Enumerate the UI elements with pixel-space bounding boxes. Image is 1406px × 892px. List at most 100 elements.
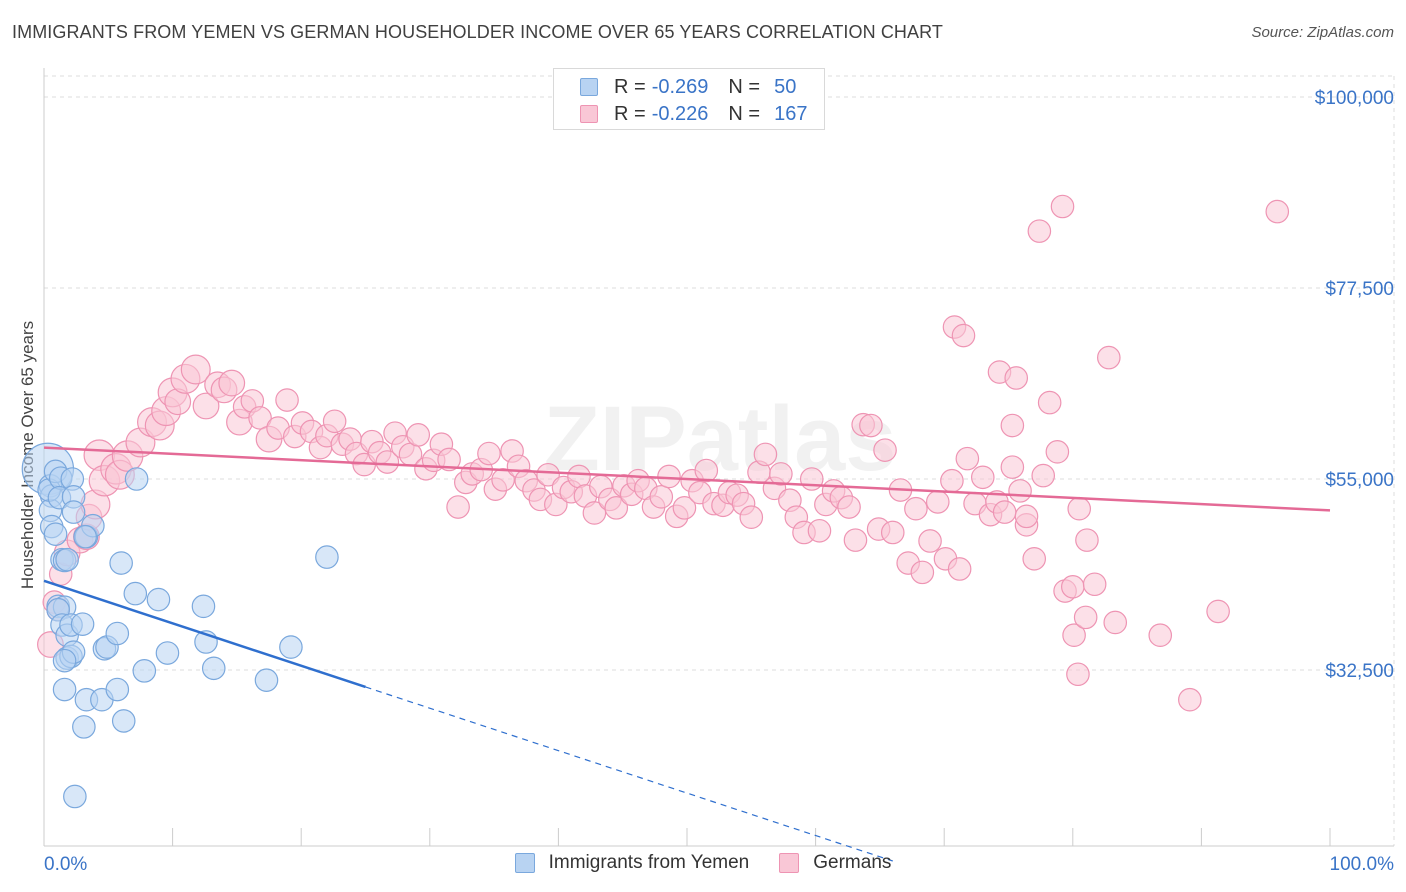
legend-label-yemen: Immigrants from Yemen bbox=[548, 852, 750, 873]
germans-point bbox=[1061, 575, 1085, 599]
germans-point bbox=[1004, 366, 1029, 390]
germans-point bbox=[1148, 623, 1173, 647]
legend-r-value: -0.269 bbox=[651, 75, 709, 98]
source-label: Source: ZipAtlas.com bbox=[1251, 24, 1394, 41]
yemen-point bbox=[124, 467, 149, 491]
y-tick-label: $55,000 bbox=[1325, 470, 1394, 491]
yemen-point bbox=[55, 547, 79, 572]
germans-point bbox=[859, 413, 883, 438]
germans-point bbox=[940, 468, 964, 493]
yemen-point bbox=[43, 522, 68, 546]
germans-point bbox=[604, 496, 629, 520]
germans-point bbox=[837, 495, 861, 519]
germans-point bbox=[582, 501, 607, 525]
germans-point bbox=[1000, 413, 1025, 438]
germans-point bbox=[1014, 504, 1039, 529]
germans-point bbox=[275, 388, 299, 412]
germans-point bbox=[218, 369, 246, 397]
yemen-point bbox=[70, 612, 95, 636]
germans-point bbox=[918, 529, 942, 553]
series-legend: Immigrants from Yemen Germans bbox=[0, 852, 1406, 874]
yemen-point bbox=[123, 581, 148, 606]
germans-point bbox=[375, 450, 400, 474]
germans-point bbox=[799, 467, 824, 491]
germans-point bbox=[1265, 199, 1290, 224]
germans-point bbox=[843, 528, 868, 552]
germans-point bbox=[739, 505, 764, 529]
germans-point bbox=[491, 468, 515, 492]
germans-point bbox=[1103, 610, 1128, 635]
germans-point bbox=[1073, 605, 1098, 630]
watermark: ZIPatlas bbox=[544, 388, 897, 490]
germans-point bbox=[1067, 496, 1092, 521]
legend-row-germans: R = -0.226 N = 167 bbox=[580, 102, 807, 126]
germans-point bbox=[925, 490, 950, 514]
germans-point bbox=[1037, 390, 1062, 415]
yemen-trend-extension bbox=[365, 686, 893, 862]
x-tick-label: 0.0% bbox=[44, 854, 87, 875]
legend-label-germans: Germans bbox=[813, 852, 892, 873]
germans-point bbox=[1097, 345, 1121, 370]
yemen-trend-line bbox=[43, 579, 366, 689]
yemen-point bbox=[52, 648, 77, 673]
germans-point bbox=[753, 442, 778, 467]
yemen-point bbox=[72, 715, 96, 739]
yemen-point bbox=[155, 641, 180, 665]
yemen-point bbox=[201, 656, 226, 681]
germans-point bbox=[1000, 455, 1025, 479]
germans-point bbox=[1027, 219, 1052, 243]
trend-lines bbox=[43, 446, 1331, 862]
germans-point bbox=[1066, 662, 1090, 687]
germans-point bbox=[477, 441, 501, 466]
yemen-point bbox=[132, 659, 157, 683]
germans-point bbox=[1045, 440, 1070, 464]
germans-point bbox=[1075, 528, 1099, 552]
germans-point bbox=[192, 392, 220, 420]
legend-n-value: 50 bbox=[774, 75, 797, 98]
yemen-point bbox=[52, 677, 77, 702]
yemen-point bbox=[105, 621, 130, 646]
germans-point bbox=[672, 496, 697, 520]
germans-point bbox=[694, 458, 719, 483]
tick-labels: $32,500 $55,000 $77,500 $100,000 0.0% 100.0% bbox=[44, 88, 1394, 875]
legend-r-label: R = bbox=[614, 102, 646, 125]
germans-trend-line bbox=[43, 446, 1331, 512]
y-tick-label: $32,500 bbox=[1325, 661, 1394, 682]
germans-point bbox=[904, 496, 928, 521]
germans-point bbox=[1178, 687, 1202, 712]
germans-point bbox=[951, 323, 976, 348]
germans-point bbox=[322, 409, 347, 434]
germans-point bbox=[880, 520, 905, 545]
germans-point bbox=[180, 354, 211, 385]
germans-point bbox=[807, 518, 832, 543]
germans-point bbox=[1031, 463, 1056, 488]
germans-point bbox=[1062, 623, 1086, 647]
legend-swatch-yemen bbox=[580, 78, 598, 96]
legend-n-label: N = bbox=[728, 102, 761, 125]
yemen-point bbox=[73, 524, 97, 549]
yemen-point bbox=[109, 551, 133, 575]
legend-row-yemen: R = -0.269 N = 50 bbox=[580, 75, 796, 99]
germans-point bbox=[649, 485, 674, 509]
germans-point bbox=[437, 447, 461, 472]
legend-n-label: N = bbox=[728, 75, 761, 98]
germans-point bbox=[910, 560, 935, 585]
yemen-point bbox=[279, 635, 303, 659]
legend-item-yemen: Immigrants from Yemen bbox=[514, 852, 750, 874]
legend-item-germans: Germans bbox=[779, 852, 891, 874]
germans-point bbox=[657, 464, 681, 489]
germans-point bbox=[947, 557, 972, 581]
legend-n-value: 167 bbox=[774, 102, 808, 125]
germans-point bbox=[536, 462, 560, 487]
correlation-legend: R = -0.269 N = 50 R = -0.226 N = 167 bbox=[553, 68, 825, 130]
germans-point bbox=[1206, 599, 1230, 624]
legend-r-value: -0.226 bbox=[651, 102, 709, 125]
yemen-point bbox=[146, 587, 171, 612]
germans-point bbox=[970, 465, 995, 490]
legend-swatch-yemen bbox=[514, 853, 535, 873]
yemen-point bbox=[191, 594, 216, 619]
y-tick-label: $100,000 bbox=[1315, 88, 1394, 109]
germans-point bbox=[769, 462, 793, 486]
legend-swatch-germans bbox=[779, 853, 800, 873]
